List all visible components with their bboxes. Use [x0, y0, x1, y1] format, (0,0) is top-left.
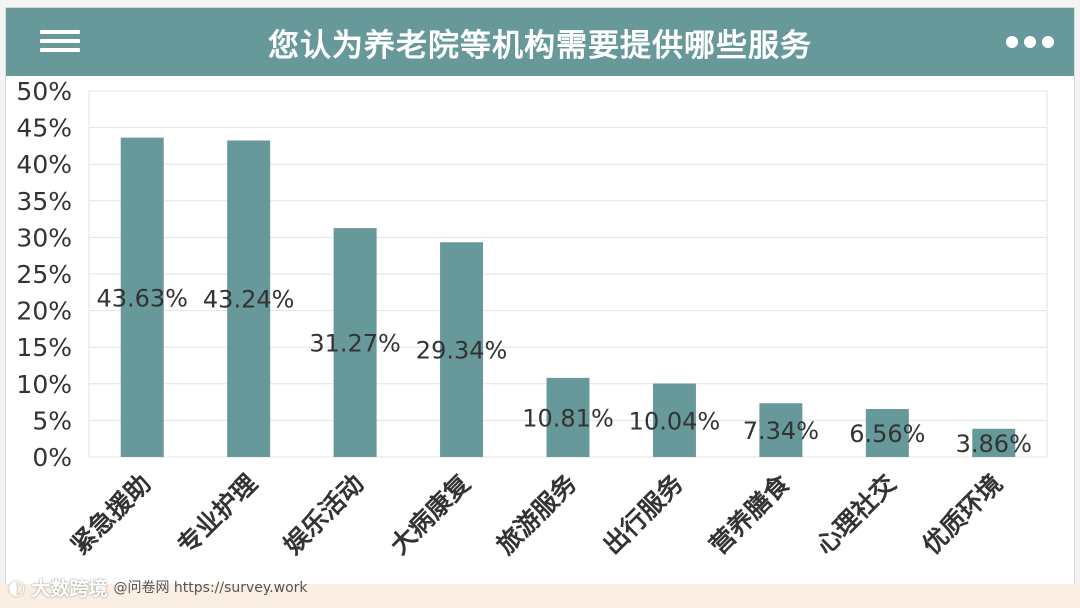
- bar: [972, 428, 1016, 457]
- data-label: 43.63%: [96, 284, 188, 312]
- data-label: 43.24%: [203, 286, 295, 314]
- x-tick-label: 营养膳食: [704, 468, 796, 560]
- data-label: 29.34%: [416, 337, 508, 365]
- x-tick-label: 心理社交: [810, 469, 901, 560]
- bar: [759, 403, 803, 457]
- y-tick-label: 10%: [16, 370, 72, 399]
- bar: [865, 408, 909, 457]
- watermark-brand: 大数跨境: [31, 577, 108, 600]
- bar: [333, 228, 377, 457]
- bar: [440, 242, 484, 457]
- y-tick-label: 0%: [32, 443, 72, 472]
- y-tick-label: 25%: [16, 260, 72, 289]
- data-label: 10.81%: [522, 404, 614, 432]
- chart-title: 您认为养老院等机构需要提供哪些服务: [268, 27, 812, 64]
- more-options-icon[interactable]: [1006, 36, 1054, 48]
- x-tick-label: 娱乐活动: [278, 469, 369, 560]
- slide-frame: 您认为养老院等机构需要提供哪些服务: [5, 7, 1075, 587]
- brand-logo-icon: ◐: [8, 575, 26, 599]
- x-tick-label: 优质环境: [917, 469, 1008, 560]
- bar: [227, 140, 271, 457]
- y-tick-label: 35%: [16, 187, 72, 216]
- bar: [652, 383, 696, 457]
- y-tick-label: 5%: [32, 406, 72, 435]
- x-tick-label: 旅游服务: [491, 469, 582, 560]
- data-label: 3.86%: [956, 430, 1032, 458]
- menu-icon[interactable]: [40, 30, 80, 54]
- watermark-url: @问卷网 https://survey.work: [113, 580, 308, 596]
- data-label: 6.56%: [849, 420, 925, 448]
- x-tick-label: 出行服务: [597, 469, 688, 560]
- x-tick-label: 紧急援助: [65, 469, 156, 560]
- y-tick-label: 30%: [16, 223, 72, 252]
- y-tick-label: 45%: [16, 114, 72, 143]
- y-tick-label: 15%: [16, 333, 72, 362]
- footer-band: [0, 584, 1080, 608]
- x-tick-label: 专业护理: [172, 469, 263, 560]
- y-tick-label: 50%: [16, 77, 72, 106]
- title-bar: 您认为养老院等机构需要提供哪些服务: [6, 8, 1074, 76]
- watermark: ◐ 大数跨境 @问卷网 https://survey.work: [8, 572, 308, 602]
- bar: [546, 377, 590, 457]
- bar: [120, 137, 164, 457]
- data-label: 7.34%: [743, 417, 819, 445]
- y-tick-label: 40%: [16, 150, 72, 179]
- data-label: 10.04%: [629, 407, 721, 435]
- y-tick-label: 20%: [16, 297, 72, 326]
- data-label: 31.27%: [309, 330, 401, 358]
- x-tick-label: 大病康复: [385, 468, 477, 560]
